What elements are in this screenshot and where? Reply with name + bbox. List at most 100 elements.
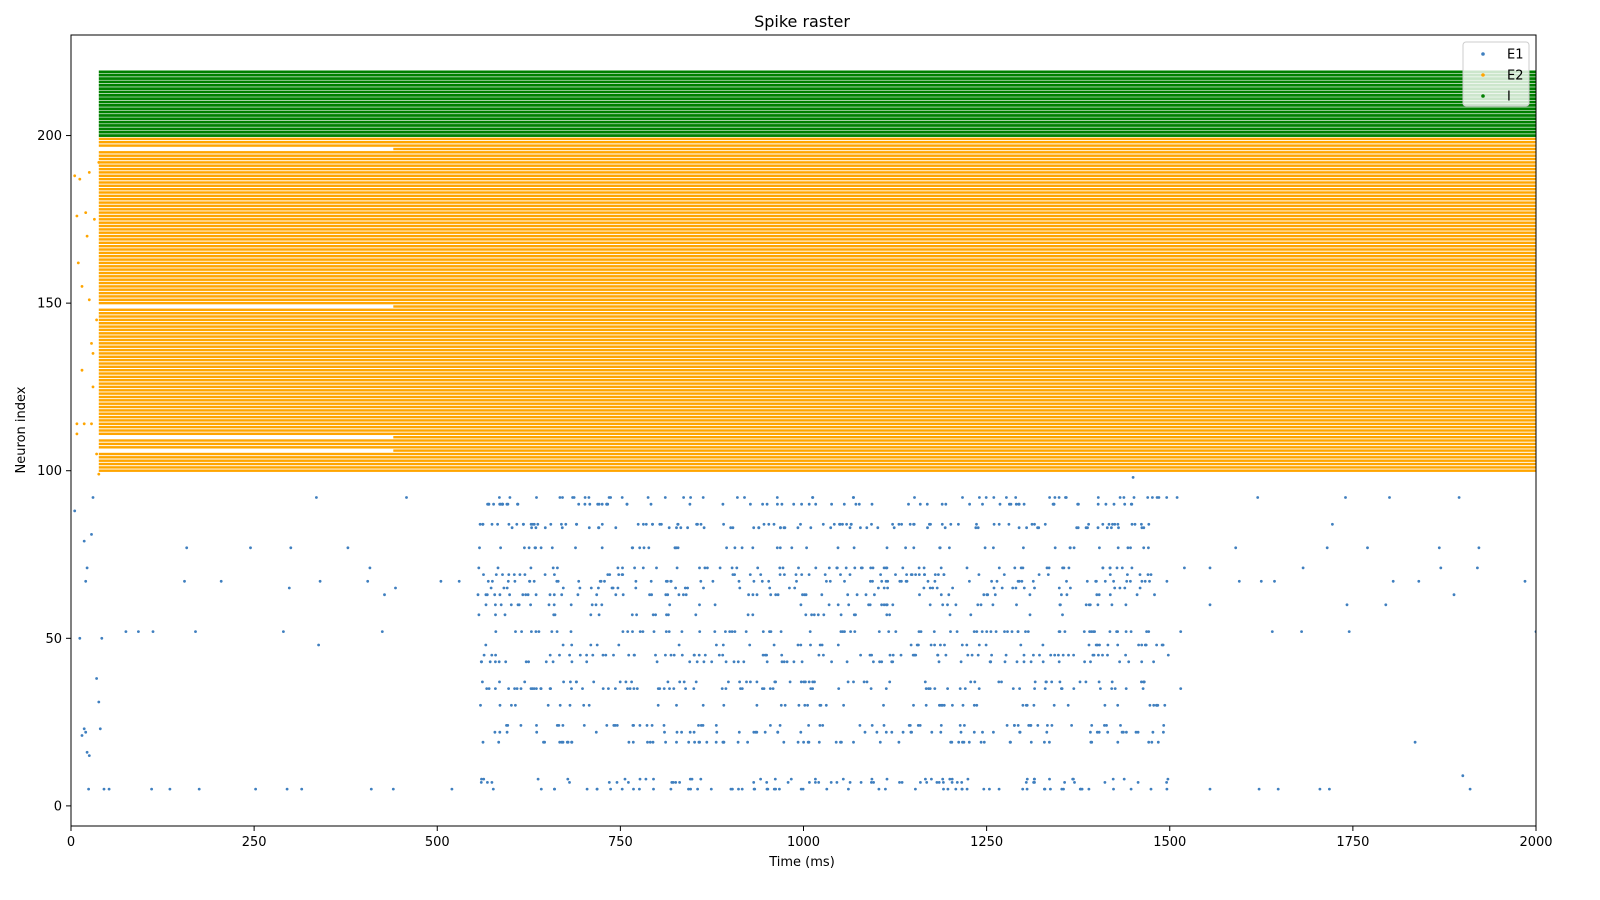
spike-point — [910, 573, 914, 576]
spike-train-row — [98, 201, 1536, 204]
spike-point — [1045, 680, 1048, 684]
spike-point — [761, 653, 765, 657]
spike-point — [736, 496, 739, 499]
spike-point — [568, 781, 571, 784]
spike-point — [972, 630, 976, 633]
spike-point — [621, 630, 625, 633]
spike-point — [1084, 603, 1088, 607]
spike-point — [577, 579, 581, 583]
spike-point — [924, 703, 928, 707]
spike-point — [979, 603, 983, 607]
spike-point — [1037, 573, 1041, 576]
spike-point — [1025, 703, 1029, 707]
spike-point — [1025, 787, 1029, 791]
spike-point — [922, 586, 926, 590]
spike-point — [891, 603, 895, 607]
spike-point — [664, 740, 667, 744]
spike-point — [918, 593, 921, 597]
y-tick-label: 100 — [37, 464, 62, 479]
spike-train-row — [98, 365, 1536, 369]
spike-point — [828, 579, 832, 583]
spike-point — [648, 593, 651, 597]
spike-train-row — [98, 174, 1536, 178]
spike-point — [982, 787, 986, 791]
spike-point — [765, 502, 769, 506]
spike-point — [1126, 546, 1130, 550]
spike-point — [84, 730, 88, 734]
spike-point — [714, 740, 718, 744]
spike-point — [504, 660, 508, 664]
spike-train-row — [98, 97, 1536, 101]
spike-point — [842, 502, 846, 506]
spike-point — [539, 687, 543, 690]
spike-point — [1147, 522, 1151, 526]
spike-train-row — [98, 456, 1536, 459]
spike-point — [884, 566, 888, 570]
spike-point — [542, 740, 545, 744]
spike-point — [897, 740, 901, 744]
spike-point — [785, 660, 789, 664]
spike-point — [969, 680, 973, 684]
spike-point — [1015, 603, 1018, 607]
spike-point — [87, 298, 91, 302]
spike-point — [684, 593, 688, 597]
spike-point — [1110, 680, 1114, 684]
spike-point — [535, 724, 538, 727]
spike-point — [638, 777, 642, 781]
spike-point — [769, 630, 773, 633]
spike-point — [701, 703, 705, 707]
spike-point — [714, 724, 718, 727]
spike-point — [491, 787, 495, 791]
spike-point — [621, 573, 625, 576]
spike-point — [976, 653, 980, 657]
spike-point — [607, 687, 610, 690]
plot-area — [70, 34, 1537, 827]
spike-point — [669, 653, 673, 657]
spike-point — [935, 781, 939, 784]
spike-point — [1057, 653, 1060, 657]
spike-point — [1388, 496, 1391, 499]
spike-point — [963, 687, 967, 690]
spike-point — [680, 730, 683, 734]
spike-point — [609, 787, 612, 791]
spike-train-row — [98, 332, 1536, 335]
spike-point — [630, 546, 634, 550]
spike-point — [852, 496, 855, 499]
spike-point — [852, 613, 856, 617]
spike-point — [516, 502, 519, 506]
spike-point — [1120, 730, 1124, 734]
spike-point — [254, 787, 257, 791]
spike-point — [1051, 502, 1055, 506]
spike-point — [759, 573, 763, 576]
spike-point — [960, 787, 964, 791]
spike-point — [976, 526, 980, 530]
spike-point — [990, 579, 993, 583]
spike-point — [894, 573, 897, 576]
spike-point — [558, 703, 562, 707]
spike-point — [688, 777, 692, 781]
spike-point — [76, 261, 80, 265]
spike-point — [882, 586, 886, 590]
spike-point — [605, 502, 608, 506]
spike-point — [499, 546, 502, 550]
spike-point — [802, 740, 805, 744]
spike-point — [369, 787, 373, 791]
spike-point — [595, 643, 599, 647]
spike-point — [1179, 687, 1183, 690]
spike-point — [1096, 502, 1100, 506]
spike-point — [933, 573, 937, 576]
spike-point — [877, 630, 881, 633]
spike-point — [655, 660, 659, 664]
spike-point — [1072, 546, 1076, 550]
spike-point — [729, 526, 733, 530]
spike-point — [1140, 680, 1143, 684]
spike-train-row — [98, 204, 1536, 208]
spike-train-row — [98, 191, 1536, 194]
spike-point — [768, 687, 772, 690]
spike-point — [535, 687, 538, 690]
spike-point — [667, 526, 671, 530]
spike-point — [368, 566, 372, 570]
spike-point — [693, 740, 696, 744]
spike-point — [1151, 496, 1154, 499]
spike-point — [1135, 593, 1139, 597]
